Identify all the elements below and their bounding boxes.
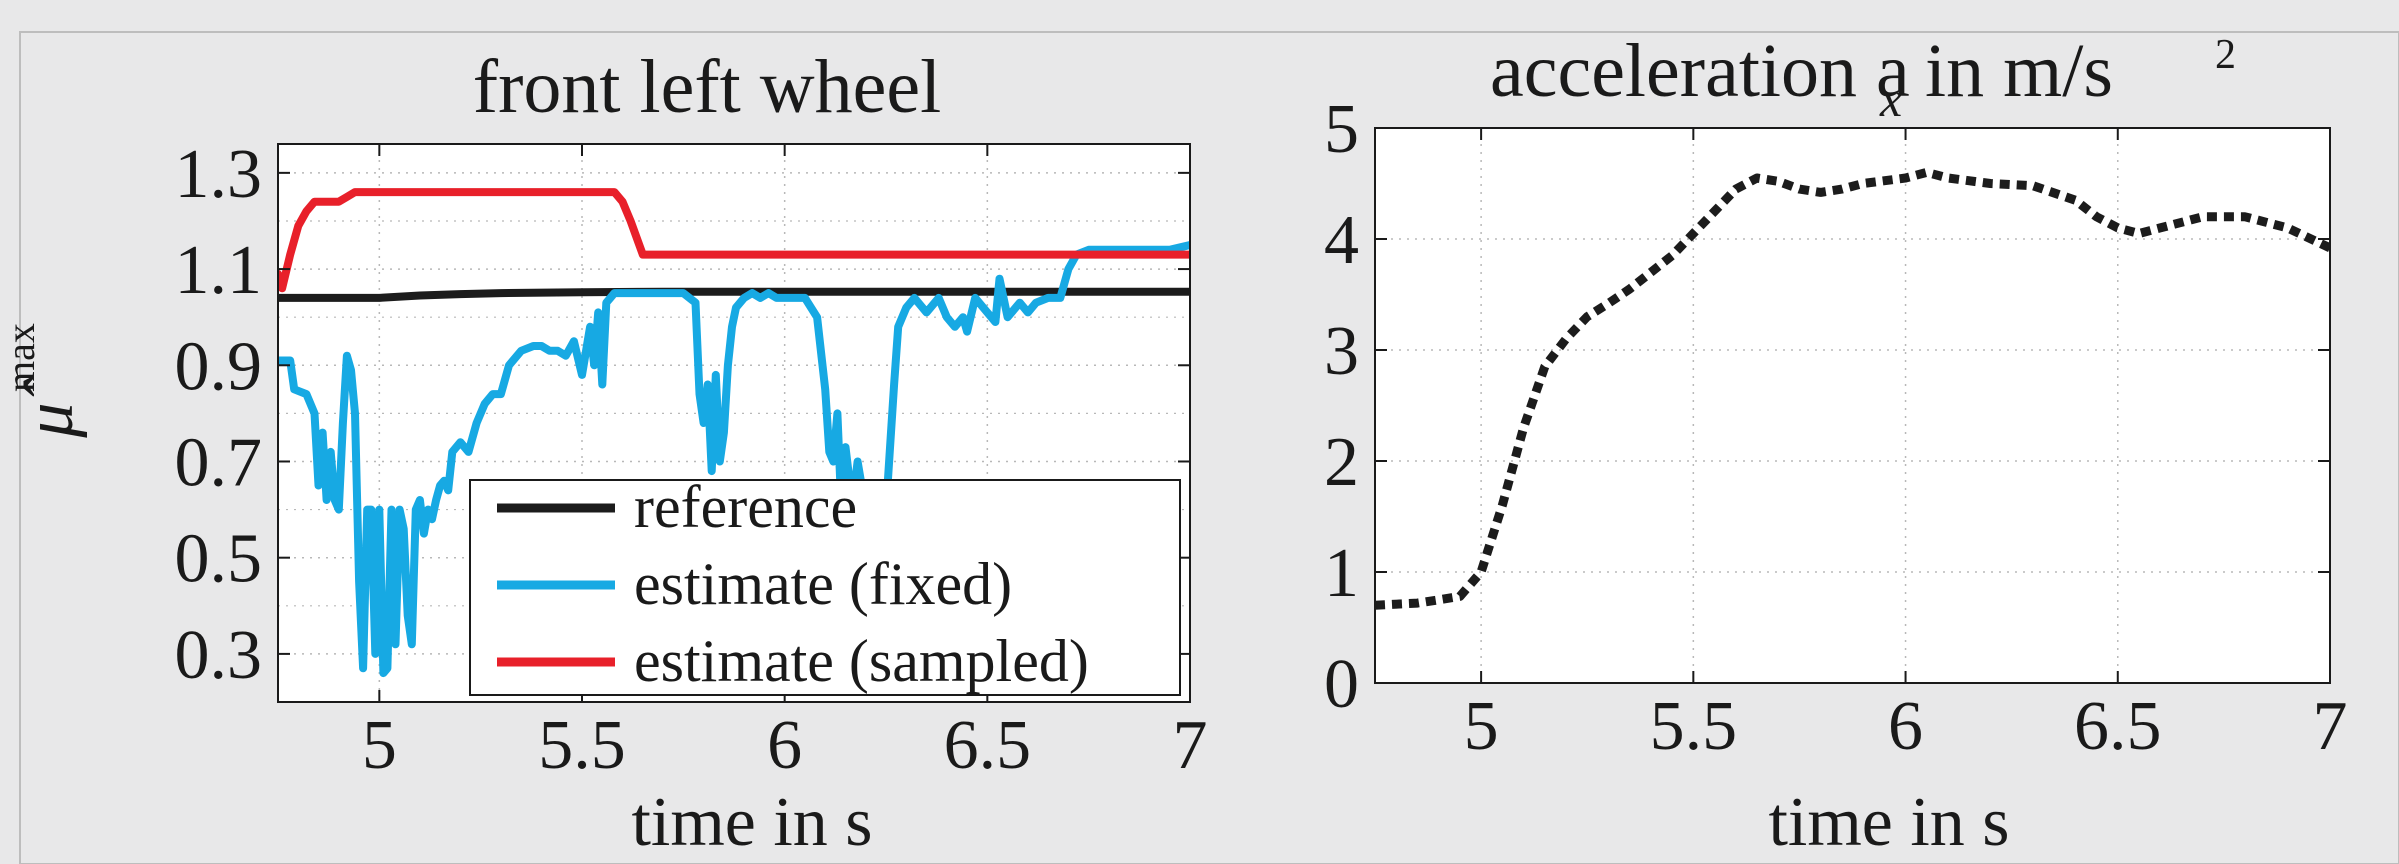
- x-tick-label: 6: [1888, 688, 1923, 765]
- chart-acceleration: 5 5.5 6 6.5 7 0 1 2 3 4 5 acceleration a x in m/s…: [1324, 29, 2348, 861]
- x-tick-label: 6: [767, 707, 802, 784]
- x-tick-labels: 5 5.5 6 6.5 7: [1464, 688, 2348, 765]
- y-tick-label: 5: [1324, 91, 1359, 168]
- series-layer: [1375, 167, 2330, 610]
- x-tick-label: 7: [2313, 688, 2348, 765]
- y-tick-label: 3: [1324, 313, 1359, 390]
- y-tick-label: 0.5: [175, 521, 263, 598]
- x-tick-label: 5: [362, 707, 397, 784]
- y-tick-label: 0.7: [175, 424, 263, 501]
- y-tick-label: 1: [1324, 535, 1359, 612]
- x-tick-label: 5: [1464, 688, 1499, 765]
- y-tick-label: 1.1: [175, 232, 263, 309]
- tick-marks: [1375, 127, 2331, 684]
- series-line-reference: [278, 287, 1190, 302]
- chart-title: acceleration a x in m/s 2: [1490, 29, 2236, 127]
- chart-title-unit-superscript: 2: [2215, 32, 2236, 78]
- y-tick-label: 1.3: [175, 136, 263, 213]
- x-axis-label: time in s: [631, 784, 872, 861]
- axes-frame: [277, 143, 1191, 703]
- y-tick-label: 4: [1324, 202, 1359, 279]
- series-line-acceleration: [1375, 167, 2330, 610]
- y-tick-labels: 0 1 2 3 4 5: [1324, 91, 1359, 723]
- figure-frame: [19, 31, 2399, 864]
- x-tick-label: 6.5: [944, 707, 1032, 784]
- chart-title: front left wheel: [473, 45, 941, 129]
- chart-front-left-wheel: 5 5.5 6 6.5 7 0.3 0.5 0.7 0.9 1.1 1.3 front left …: [0, 45, 1208, 861]
- legend-label-reference: reference: [634, 474, 857, 540]
- x-tick-label: 6.5: [2074, 688, 2162, 765]
- y-tick-label: 0.9: [175, 328, 263, 405]
- x-tick-label: 5.5: [1650, 688, 1738, 765]
- y-axis-label-superscript: max: [0, 323, 43, 392]
- y-tick-label: 0: [1324, 646, 1359, 723]
- chart-title-unit: in m/s: [1925, 29, 2113, 113]
- chart-title-subscript: x: [1879, 71, 1902, 127]
- y-tick-label: 2: [1324, 424, 1359, 501]
- legend-label-estimate-sampled: estimate (sampled): [634, 628, 1089, 694]
- x-tick-label: 7: [1173, 707, 1208, 784]
- legend: reference estimate (fixed) estimate (sam…: [469, 474, 1181, 696]
- chart-title-main: acceleration a: [1490, 29, 1910, 113]
- x-axis-label: time in s: [1768, 784, 2009, 861]
- plot-area: [1375, 128, 2330, 683]
- y-tick-labels: 0.3 0.5 0.7 0.9 1.1 1.3: [175, 136, 263, 694]
- series-line-estimate-sampled: [278, 188, 1190, 293]
- series-line-estimate-fixed: [278, 241, 1190, 678]
- axes-frame: [1374, 127, 2331, 684]
- x-tick-labels: 5 5.5 6 6.5 7: [362, 707, 1208, 784]
- legend-label-estimate-fixed: estimate (fixed): [634, 551, 1012, 617]
- y-tick-label: 0.3: [175, 617, 263, 694]
- x-tick-label: 5.5: [538, 707, 626, 784]
- series-layer: [278, 188, 1190, 678]
